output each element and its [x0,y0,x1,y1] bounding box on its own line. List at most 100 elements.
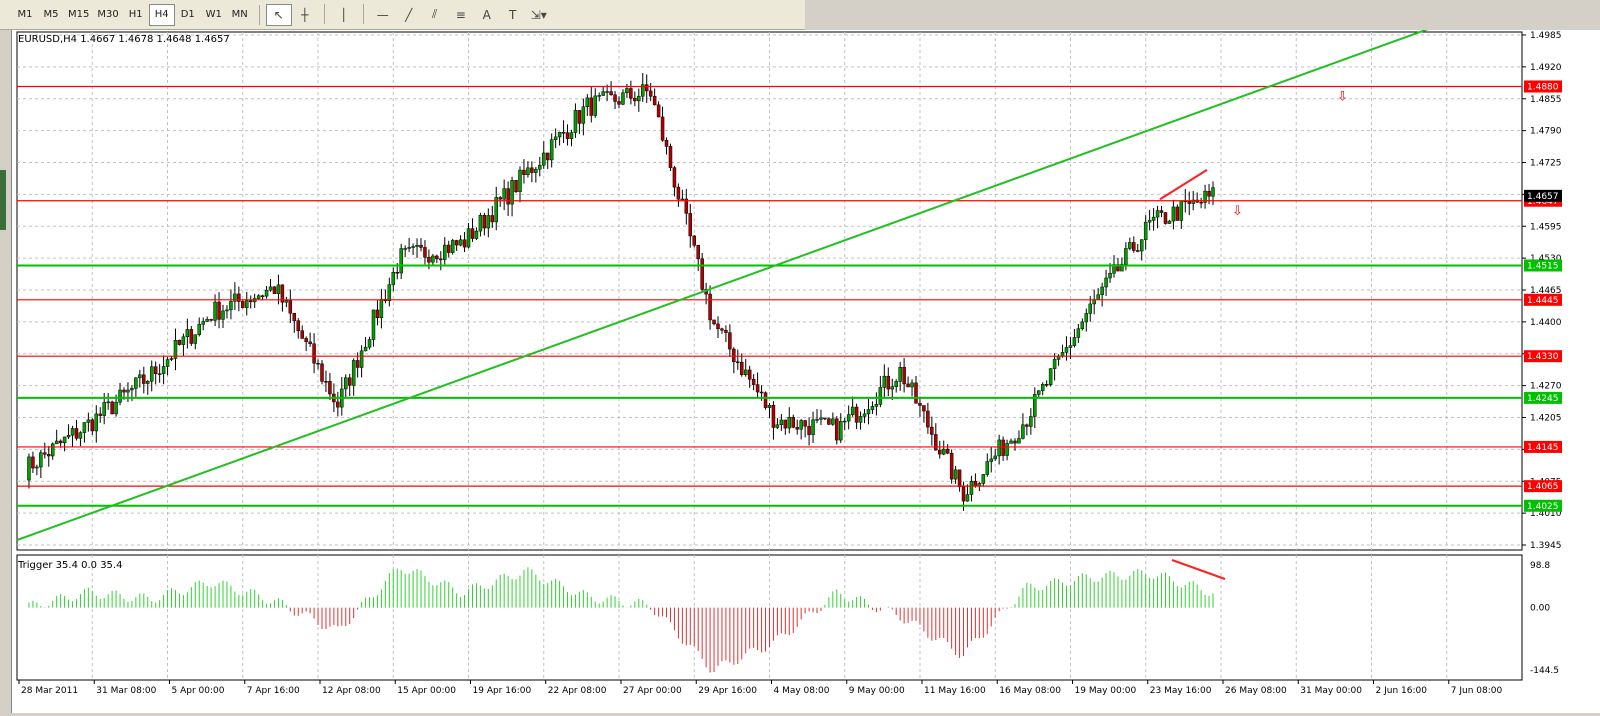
cursor-icon[interactable]: ↖ [265,3,292,26]
level-price-tag-text: 1.4330 [1527,352,1559,362]
candle-body [284,300,289,303]
candle-body [680,198,685,201]
candle-body [153,366,158,375]
candle-body [961,486,966,502]
candle-body [122,389,126,393]
time-axis-label: 5 Apr 00:00 [172,686,225,696]
candle-body [1060,352,1065,357]
timeframe-h4-button[interactable]: H4 [148,3,175,26]
candle-body [344,377,348,390]
candle-body [641,84,645,97]
candle-body [1163,212,1168,224]
candle-body [565,132,570,139]
candle-body [898,366,902,382]
timeframe-mn-button[interactable]: MN [231,9,248,20]
fibonacci-icon[interactable]: ≡ [455,7,466,22]
candle-body [577,110,582,124]
candle-body [747,369,752,380]
candle-body [922,405,926,412]
level-price-tag [1524,259,1562,272]
candle-body [43,452,47,455]
candle-body [74,428,79,439]
candle-body [795,427,799,430]
chart-toolbar: M1 M5 M15 M30 H1 H4 D1 W1 MN ↖ ┼ │ — ╱ ⫽ ≡ A T ⇲▾ [0,0,805,30]
horizontal-line-icon[interactable]: — [376,7,389,22]
candle-body [241,301,245,308]
candle-body [644,84,649,92]
candle-body [684,198,689,214]
candle-body [157,373,162,375]
candle-body [759,391,764,394]
toolbar-separator [258,4,260,25]
candle-body [367,339,372,348]
chart-canvas[interactable]: 1.49851.49201.48551.47901.47251.46601.45… [12,26,1600,713]
candle-body [78,432,83,439]
candle-body [740,362,744,375]
time-axis-label: 7 Apr 16:00 [247,686,300,696]
candle-body [981,474,986,484]
candle-body [815,419,819,421]
candle-body [953,469,958,480]
vertical-line-icon[interactable]: │ [340,7,348,22]
candle-body [462,239,467,248]
timeframe-h1-button[interactable]: H1 [128,9,143,20]
candle-body [553,136,558,141]
candle-body [842,420,847,423]
time-axis-label: 28 Mar 2011 [21,686,78,696]
candle-body [1167,220,1172,224]
trendline-icon[interactable]: ╱ [405,7,413,22]
candle-body [399,248,403,274]
time-axis-label: 22 Apr 08:00 [548,686,607,696]
arrows-menu-icon[interactable]: ⇲▾ [530,7,547,22]
candle-body [743,369,748,375]
level-price-tag [1524,499,1562,512]
candle-body [217,301,221,320]
timeframe-m30-button[interactable]: M30 [97,9,119,20]
price-axis-label: 1.4465 [1530,286,1562,296]
candle-body [676,186,681,200]
candle-body [751,379,756,385]
candle-body [1124,248,1128,265]
text-label-icon[interactable]: T [509,7,517,22]
indicator-scale-label: 0.00 [1530,604,1550,614]
candle-body [474,230,479,239]
candle-body [1017,438,1021,444]
chart-window[interactable]: 1.49851.49201.48551.47901.47251.46601.45… [11,26,1600,713]
price-axis-label: 1.4855 [1530,95,1562,105]
candle-body [363,346,368,352]
timeframe-m5-button[interactable]: M5 [43,9,59,20]
candle-body [1080,321,1085,329]
candle-body [221,310,225,320]
candle-body [118,389,122,403]
candle-body [827,418,831,425]
timeframe-m15-button[interactable]: M15 [68,9,90,20]
candle-body [522,169,526,175]
candle-body [312,343,316,364]
candle-body [846,414,851,422]
price-axis-label: 1.3945 [1530,541,1562,551]
candle-body [288,300,293,314]
candle-body [229,300,233,311]
candle-body [886,375,891,390]
candle-body [1187,201,1191,204]
candle-body [823,417,827,420]
price-axis-label: 1.4530 [1530,254,1562,264]
candle-body [648,90,653,97]
candle-body [894,381,898,387]
crosshair-icon[interactable]: ┼ [301,7,309,22]
candle-body [1136,250,1140,252]
candle-body [692,235,696,246]
candle-body [1120,264,1124,272]
candle-body [142,374,146,384]
text-icon[interactable]: A [482,7,491,22]
timeframe-d1-button[interactable]: D1 [180,9,195,20]
candle-body [763,392,768,408]
candle-body [514,180,518,192]
candle-body [320,363,324,382]
level-price-tag [1524,80,1562,93]
equidistant-channel-icon[interactable]: ⫽ [432,7,438,21]
price-axis-label: 1.4270 [1530,382,1562,392]
timeframe-w1-button[interactable]: W1 [205,9,222,20]
candle-body [617,101,621,105]
timeframe-m1-button[interactable]: M1 [17,9,33,20]
